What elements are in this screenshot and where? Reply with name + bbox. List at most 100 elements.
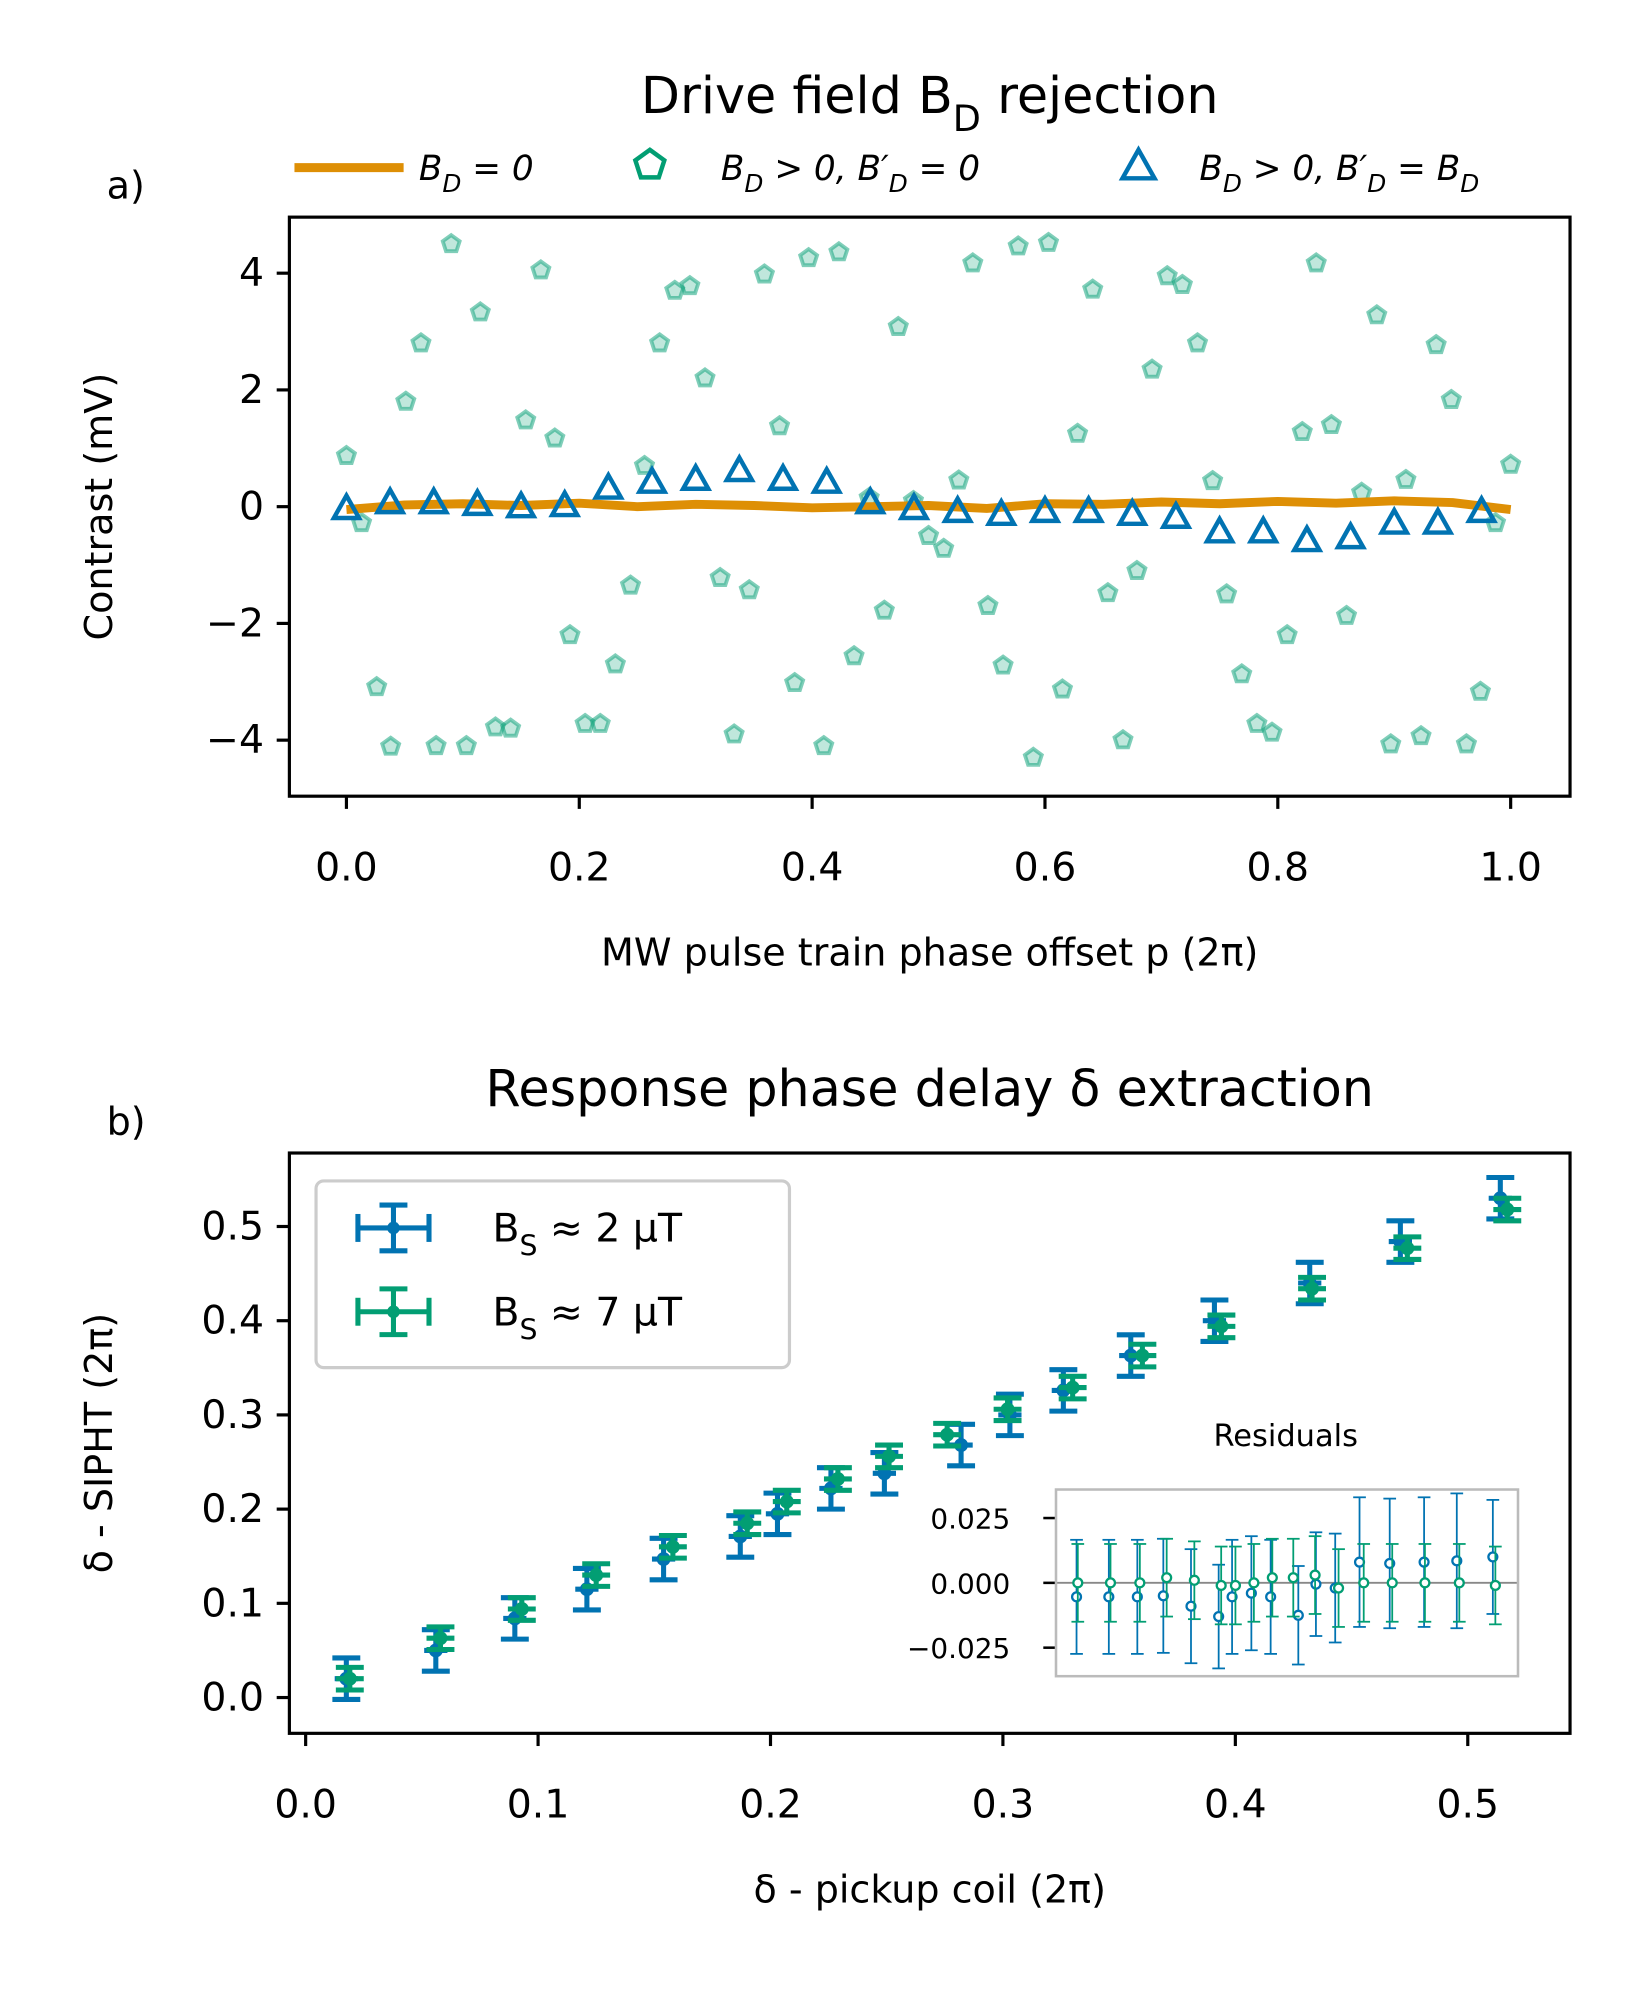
x-tick-label: 0.4 [781, 844, 844, 890]
data-point [1358, 1577, 1370, 1589]
error-point [1332, 1548, 1345, 1628]
error-point [1486, 1499, 1500, 1615]
error-point [1229, 1545, 1242, 1626]
pentagon-point [1141, 358, 1163, 379]
data-point [1215, 1579, 1227, 1592]
error-point [1418, 1543, 1432, 1623]
error-point [733, 1509, 762, 1538]
pentagon-point [455, 734, 478, 756]
pentagon-point [648, 331, 671, 353]
data-point [1229, 1579, 1242, 1592]
y-tick-label: 0.2 [201, 1486, 264, 1532]
triangle-point [853, 485, 887, 515]
pentagon-point [1097, 581, 1119, 603]
legend-label-part: D [1223, 169, 1242, 198]
data-point [1419, 1577, 1431, 1589]
pentagon-point [515, 409, 537, 430]
y-tick-label: 0.4 [201, 1298, 264, 1344]
error-point [1353, 1496, 1366, 1628]
legend-label: BD > 0, B′D = 0 [721, 149, 980, 198]
y-tick-label: −4 [206, 717, 264, 763]
error-point [1286, 1537, 1300, 1618]
data-point [1287, 1572, 1299, 1584]
pentagon-point [1231, 662, 1253, 684]
error-point [1058, 1373, 1087, 1402]
error-point [1184, 1548, 1198, 1665]
legend-label-part: = B [1386, 149, 1460, 189]
legend-dot [387, 1221, 400, 1235]
error-point [582, 1561, 611, 1589]
legend-label-part: ≈ 7 μT [537, 1289, 683, 1335]
error-point [426, 1624, 455, 1653]
pentagon-point [1156, 264, 1178, 286]
pentagon-point [1022, 746, 1045, 767]
pentagon-point [1007, 235, 1029, 256]
triangle-point [1072, 494, 1105, 524]
legend-label-part: D [442, 169, 461, 198]
pentagon-point [530, 259, 552, 280]
data-point [1226, 1591, 1238, 1603]
triangle-point [1290, 523, 1324, 553]
data-point [514, 1601, 529, 1616]
pentagon-point [604, 653, 627, 674]
pentagon-point [395, 390, 417, 411]
triangle-point [504, 489, 538, 519]
legend-label-part: S [519, 1229, 537, 1262]
pentagon-point [768, 414, 791, 436]
x-tick-label: 0.4 [1204, 1781, 1267, 1827]
pentagon-point [1291, 420, 1313, 442]
pentagon-point [410, 331, 432, 353]
data-point [1309, 1569, 1321, 1581]
y-tick-label: 0.025 [930, 1503, 1010, 1536]
legend-label-part: D [744, 169, 763, 198]
pentagon-point [1395, 468, 1417, 489]
y-axis-label: Contrast (mV) [77, 373, 121, 641]
error-point [1291, 1565, 1305, 1666]
x-tick-label: 0.8 [1247, 844, 1310, 890]
data-point [830, 1471, 845, 1486]
data-point [1065, 1380, 1080, 1395]
triangle-point [548, 488, 582, 518]
legend-label-part: S [519, 1313, 537, 1346]
legend-label-part: D [889, 169, 908, 198]
error-point [1357, 1543, 1371, 1623]
pentagon-point [633, 454, 656, 475]
pentagon-point [723, 723, 745, 744]
pentagon-point [694, 367, 716, 388]
error-point [1247, 1543, 1261, 1623]
legend-label-part: B [492, 1205, 519, 1251]
data-point [1305, 1281, 1320, 1296]
pentagon-point [1380, 732, 1402, 754]
data-point [1103, 1591, 1115, 1603]
error-point [1385, 1543, 1399, 1623]
data-point [589, 1568, 604, 1583]
legend-label-part: B [492, 1289, 519, 1335]
pentagon-point [1305, 252, 1327, 273]
x-axis-label: δ - pickup coil (2π) [753, 1868, 1105, 1912]
legend-label-part: > 0, B′ [763, 149, 889, 189]
pentagon-point [1037, 231, 1060, 252]
error-point [335, 1664, 364, 1693]
y-tick-label: 0 [239, 484, 264, 530]
x-tick-label: 1.0 [1479, 844, 1542, 890]
error-point [1265, 1537, 1279, 1618]
triangle-point [897, 491, 931, 521]
triangle-point [679, 461, 713, 492]
inset-title: Residuals [1214, 1419, 1358, 1454]
data-point [1353, 1556, 1366, 1568]
pentagon-point [977, 594, 999, 615]
legend-label: BD > 0, B′D = BD [1199, 149, 1479, 198]
triangle-point [461, 486, 494, 517]
error-point [658, 1532, 687, 1561]
data-point [342, 1671, 357, 1686]
legend-label-part: D [1367, 169, 1386, 198]
data-point [1185, 1600, 1197, 1612]
data-point [1400, 1241, 1415, 1256]
triangle-point [1377, 505, 1411, 535]
error-point [1207, 1312, 1236, 1341]
chart-title: Drive field BD rejection [641, 66, 1219, 140]
triangle-point [1334, 520, 1367, 550]
error-point [1128, 1341, 1157, 1370]
legend-label: BD = 0 [419, 149, 534, 198]
